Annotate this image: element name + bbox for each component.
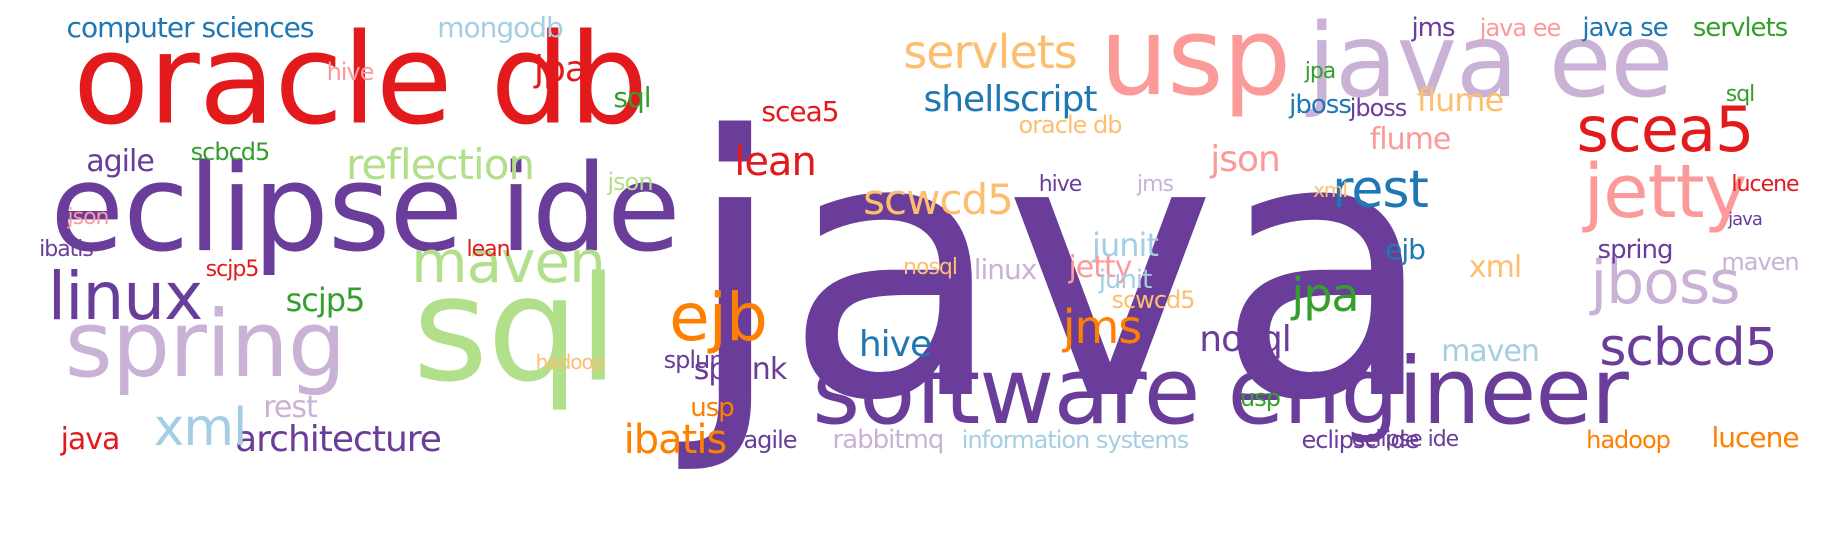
cloud-word: computer sciences	[66, 11, 315, 44]
cloud-word: lean	[734, 139, 817, 185]
cloud-word: jpa	[1291, 268, 1359, 322]
cloud-word: xml	[153, 398, 248, 458]
cloud-word: oracle db	[72, 7, 648, 153]
cloud-word: scea5	[1576, 93, 1755, 166]
cloud-word: oracle db	[1018, 111, 1123, 139]
cloud-word: architecture	[235, 419, 442, 460]
cloud-word: java	[1728, 209, 1763, 230]
cloud-word: scea5	[761, 95, 839, 128]
cloud-word: sql	[412, 245, 619, 415]
cloud-word: hadoop	[535, 350, 606, 374]
cloud-word: jms	[1411, 13, 1455, 43]
cloud-word: linux	[973, 253, 1038, 286]
cloud-word: jetty	[1068, 250, 1132, 285]
cloud-word: lucene	[1711, 421, 1799, 454]
cloud-word: scwcd5	[863, 175, 1014, 224]
cloud-word: jetty	[1583, 149, 1748, 235]
cloud-word: scbcd5	[1599, 318, 1777, 378]
cloud-word: jpa	[1304, 59, 1337, 84]
cloud-word: splunk	[693, 352, 787, 387]
cloud-word: junit	[1092, 226, 1159, 264]
cloud-word: hive	[1038, 172, 1083, 197]
cloud-word: ejb	[669, 279, 768, 356]
cloud-word: usp	[690, 393, 735, 423]
cloud-word: hive	[326, 58, 375, 86]
cloud-word: usp	[1099, 0, 1291, 120]
cloud-word: maven	[1721, 248, 1799, 276]
cloud-word: nosql	[903, 255, 958, 280]
cloud-word: nosql	[1199, 319, 1291, 360]
cloud-word: eclipse ide	[1351, 427, 1459, 452]
cloud-word: java ee	[1479, 14, 1561, 42]
cloud-word: hadoop	[1586, 426, 1671, 454]
cloud-word: xml	[1313, 178, 1348, 202]
cloud-word: servlets	[903, 25, 1077, 79]
cloud-word: lean	[466, 237, 510, 262]
cloud-word: eclipse ide	[1301, 426, 1419, 454]
cloud-word: java ee	[1307, 2, 1674, 121]
cloud-word: software engineer	[812, 338, 1629, 445]
cloud-word: agile	[743, 426, 797, 454]
cloud-word: json	[1210, 139, 1281, 180]
cloud-word: maven	[1441, 334, 1540, 369]
cloud-word: scjp5	[205, 257, 260, 282]
cloud-word: usp	[1240, 384, 1281, 412]
cloud-word: jms	[1136, 172, 1174, 197]
cloud-word: servlets	[1692, 13, 1789, 43]
cloud-word: ibatis	[39, 237, 94, 262]
cloud-word: jboss	[1590, 248, 1741, 318]
cloud-word: json	[67, 205, 110, 230]
cloud-word: splunk	[663, 346, 738, 374]
cloud-word: mongodb	[437, 11, 564, 44]
cloud-word: flume	[1369, 122, 1452, 157]
cloud-word: linux	[47, 258, 203, 335]
cloud-word: lucene	[1731, 172, 1799, 197]
cloud-word: spring	[64, 291, 346, 398]
cloud-word: reflection	[345, 140, 535, 189]
cloud-word: rest	[1332, 160, 1429, 220]
cloud-word: xml	[1468, 250, 1522, 285]
cloud-word: scbcd5	[190, 138, 271, 166]
cloud-word: ibatis	[623, 417, 728, 463]
cloud-word: jms	[1062, 300, 1143, 354]
cloud-word: rest	[263, 390, 318, 425]
cloud-word: scwcd5	[1111, 286, 1195, 314]
cloud-word: rabbitmq	[832, 425, 945, 455]
cloud-word: scjp5	[285, 281, 366, 319]
cloud-word: ejb	[1385, 233, 1426, 266]
cloud-word: java se	[1582, 13, 1668, 43]
cloud-word: information systems	[961, 426, 1189, 454]
cloud-word: agile	[86, 144, 155, 179]
cloud-word: json	[607, 168, 653, 196]
cloud-word: jboss	[1289, 90, 1352, 120]
cloud-word: sql	[613, 81, 651, 114]
cloud-word: jboss	[1349, 94, 1408, 122]
cloud-word: java	[60, 422, 121, 457]
cloud-word: jpa	[534, 49, 587, 90]
cloud-word: hive	[858, 324, 932, 365]
cloud-word: flume	[1416, 81, 1504, 119]
cloud-word: junit	[1098, 265, 1153, 295]
cloud-word: maven	[411, 228, 606, 296]
cloud-word: java	[684, 60, 1436, 479]
cloud-word: shellscript	[923, 79, 1097, 120]
cloud-word: sql	[1725, 82, 1756, 107]
cloud-word: eclipse ide	[50, 140, 680, 279]
cloud-word: spring	[1597, 235, 1674, 265]
